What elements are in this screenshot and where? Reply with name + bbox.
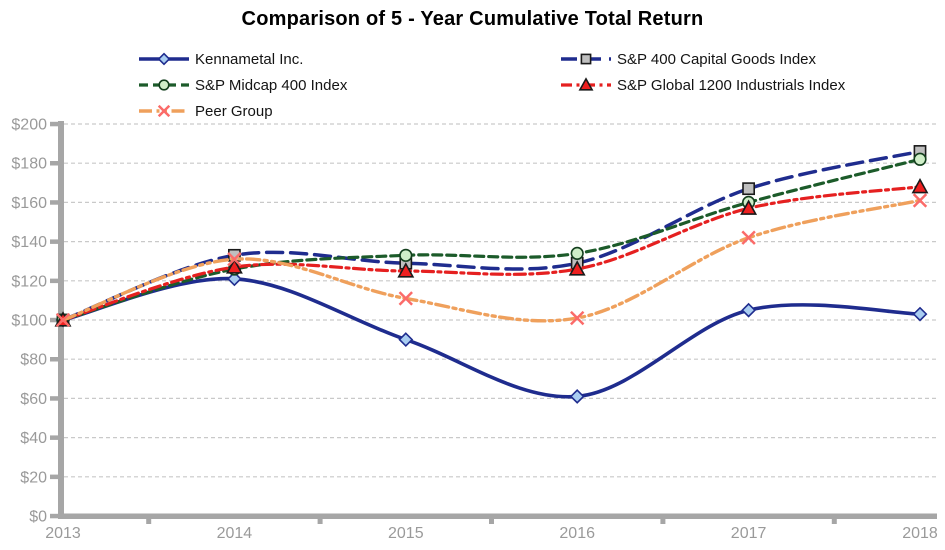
x-axis-tick	[660, 519, 666, 524]
y-axis-label: $140	[11, 234, 47, 251]
legend-item-peer-group: Peer Group	[138, 101, 273, 121]
legend-line-sample-icon	[139, 52, 189, 66]
legend-label: S&P Global 1200 Industrials Index	[617, 76, 846, 94]
legend-label: Peer Group	[195, 102, 273, 120]
series-marker-s-p-global-1200-industrials-index	[225, 258, 243, 274]
legend-sample-marker	[578, 77, 594, 91]
series-marker-peer-group	[55, 312, 71, 328]
series-marker-peer-group	[227, 252, 242, 267]
series-line-peer-group	[61, 198, 922, 323]
legend-item-kennametal: Kennametal Inc.	[138, 49, 303, 69]
legend-label: Kennametal Inc.	[195, 50, 304, 68]
series-marker-s-p-400-capital-goods-index	[742, 182, 755, 196]
legend-line-sample-icon	[139, 79, 189, 91]
y-axis-label: $180	[11, 156, 47, 173]
y-axis-label: $120	[11, 273, 47, 290]
y-axis-label: $200	[11, 117, 47, 134]
series-line-s-p-400-capital-goods-index	[61, 149, 922, 322]
y-axis-label: $20	[20, 469, 47, 486]
legend-line-sample-icon	[561, 53, 611, 65]
legend-sample-marker	[157, 52, 171, 66]
legend-label: S&P 400 Capital Goods Index	[617, 50, 817, 68]
legend-line-sample-icon	[561, 77, 611, 91]
x-axis-tick	[831, 519, 837, 524]
y-axis-tick	[50, 357, 58, 362]
x-axis-line	[58, 513, 937, 519]
series-marker-peer-group	[570, 310, 585, 326]
series-marker-kennametal-inc	[398, 332, 414, 348]
series-marker-kennametal-inc	[912, 306, 928, 322]
series-marker-s-p-global-1200-industrials-index	[740, 199, 758, 215]
legend-line-sample-icon	[139, 104, 189, 118]
series-line-s-p-global-1200-industrials-index	[61, 185, 922, 322]
x-axis-label: 2013	[45, 525, 81, 542]
y-axis-tick	[50, 435, 58, 440]
y-axis-tick	[50, 317, 58, 323]
series-marker-kennametal-inc	[569, 389, 585, 404]
x-axis-label: 2017	[731, 525, 767, 542]
y-axis-label: $160	[11, 195, 47, 212]
legend-label: S&P Midcap 400 Index	[195, 76, 348, 94]
x-axis-label: 2014	[217, 525, 253, 542]
x-axis-label: 2015	[388, 525, 424, 542]
series-marker-kennametal-inc	[741, 302, 757, 318]
y-axis-tick	[50, 239, 58, 244]
series-marker-s-p-midcap-400-index	[570, 246, 584, 260]
x-axis-tick	[489, 519, 494, 524]
y-axis-label: $0	[29, 509, 47, 526]
legend-item-global-1200-industrials: S&P Global 1200 Industrials Index	[560, 75, 845, 95]
series-line-s-p-midcap-400-index	[61, 157, 922, 322]
x-axis-tick	[317, 519, 323, 524]
y-axis-label: $100	[11, 313, 47, 330]
x-axis-tick	[146, 519, 152, 524]
legend-item-midcap-400: S&P Midcap 400 Index	[138, 75, 347, 95]
series-marker-peer-group	[741, 230, 756, 245]
legend-sample-marker	[157, 104, 171, 118]
y-axis-tick	[50, 396, 58, 401]
y-axis-tick	[50, 474, 58, 480]
x-axis-label: 2018	[902, 525, 938, 542]
series-marker-s-p-global-1200-industrials-index	[397, 262, 415, 278]
y-axis-tick	[50, 161, 58, 166]
series-marker-s-p-global-1200-industrials-index	[911, 177, 929, 194]
y-axis-label: $80	[20, 352, 47, 369]
series-marker-s-p-midcap-400-index	[913, 152, 927, 166]
legend-sample-marker	[158, 79, 170, 91]
y-axis-label: $60	[20, 391, 47, 408]
legend-sample-marker	[580, 53, 592, 65]
series-marker-s-p-midcap-400-index	[399, 248, 413, 262]
x-axis-label: 2016	[559, 525, 595, 542]
series-line-kennametal-inc	[61, 276, 922, 399]
series-marker-peer-group	[398, 291, 413, 306]
y-axis-tick	[50, 278, 58, 284]
series-marker-kennametal-inc	[226, 271, 242, 287]
y-axis-tick	[50, 121, 58, 127]
series-marker-s-p-global-1200-industrials-index	[568, 260, 586, 276]
y-axis-tick	[50, 513, 58, 519]
legend-item-capital-goods: S&P 400 Capital Goods Index	[560, 49, 816, 69]
y-axis-tick	[50, 200, 58, 205]
chart-title: Comparison of 5 - Year Cumulative Total …	[241, 8, 704, 30]
series-marker-peer-group	[912, 193, 928, 208]
y-axis-label: $40	[20, 430, 47, 447]
